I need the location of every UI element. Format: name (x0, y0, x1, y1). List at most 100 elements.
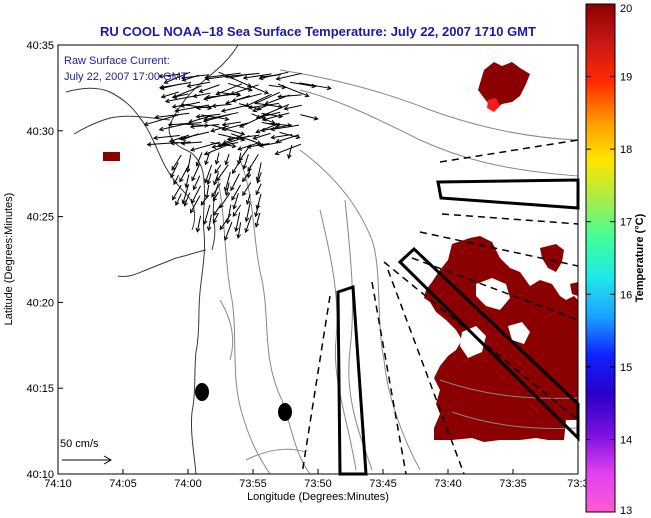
annotation-line1: Raw Surface Current: (64, 55, 170, 67)
current-vector (161, 91, 179, 98)
x-tick-label: 73:50 (304, 478, 332, 490)
current-vector (222, 121, 241, 126)
current-vector-head (219, 203, 224, 209)
coastline-river (117, 249, 207, 277)
current-vector-head (192, 185, 198, 191)
current-vector (191, 164, 200, 181)
current-vector (214, 164, 222, 174)
current-vector (159, 82, 192, 89)
current-vector-head (195, 227, 201, 233)
current-vector (204, 164, 213, 183)
current-vector-head (192, 93, 198, 99)
current-vector (155, 112, 190, 118)
y-tick-label: 40:35 (26, 40, 54, 52)
current-vector (255, 183, 262, 195)
current-vector (153, 134, 180, 139)
current-vector-head (224, 116, 230, 122)
current-vector (232, 161, 240, 174)
current-vector (211, 183, 221, 197)
contour-2 (239, 159, 311, 475)
current-vector-head (242, 191, 247, 197)
x-tick-label: 74:10 (44, 478, 72, 490)
current-vector-head (223, 73, 229, 79)
current-vector (251, 113, 275, 124)
current-vector (215, 152, 220, 165)
current-vector-head (213, 211, 218, 217)
contour-7 (279, 69, 579, 141)
current-vector-head (181, 199, 187, 205)
current-vector-head (206, 226, 212, 232)
current-vector (191, 185, 201, 204)
current-vector-head (180, 140, 186, 146)
current-vector (216, 164, 229, 182)
sst-gap-4 (414, 244, 436, 266)
y-tick-label: 40:15 (26, 383, 54, 395)
current-vector-head (175, 200, 180, 206)
colorbar-tick-label: 14 (620, 434, 632, 446)
current-vector-head (170, 173, 175, 179)
current-vector-head (211, 103, 217, 109)
current-vector (170, 141, 191, 144)
current-vector-head (211, 192, 216, 198)
current-vector (205, 152, 210, 165)
current-vector-head (304, 92, 310, 98)
current-vector (222, 134, 243, 144)
current-vector-head (236, 233, 241, 239)
current-vector-head (171, 94, 177, 100)
current-vector-head (264, 90, 270, 95)
current-vector-head (252, 107, 258, 113)
current-vector (289, 81, 316, 88)
current-vector-head (186, 83, 192, 89)
current-vector (238, 103, 262, 110)
current-vector-head (214, 160, 220, 166)
current-vector-head (221, 126, 227, 132)
current-vector-head (195, 114, 201, 119)
surface-current-vectors (143, 71, 332, 241)
radial-8 (387, 269, 465, 475)
current-vector (253, 132, 271, 140)
map-title: RU COOL NOAA–18 Sea Surface Temperature:… (100, 24, 536, 39)
current-vector-head (256, 106, 262, 111)
coastline-bay (65, 87, 196, 231)
current-vector-head (252, 135, 258, 140)
radial-7 (371, 281, 407, 475)
current-vector (179, 164, 190, 182)
current-vector (256, 162, 262, 181)
current-vector-head (231, 98, 237, 103)
current-vector-head (160, 93, 166, 99)
current-vector (232, 93, 262, 102)
radar-site-1 (195, 383, 209, 401)
colorbar-tick-label: 13 (620, 505, 632, 517)
current-vector (218, 71, 252, 87)
bathymetry-contours (217, 69, 579, 475)
current-vector (226, 204, 232, 224)
sst-patch-north (478, 62, 530, 110)
current-vector (258, 103, 283, 108)
current-vector-head (164, 98, 170, 104)
sst-gap-1 (476, 278, 510, 310)
current-vector (255, 122, 280, 133)
current-vector-head (158, 73, 164, 79)
current-vector-head (204, 74, 210, 80)
coastline-north (73, 115, 171, 135)
current-vector (222, 122, 249, 131)
colorbar-gradient (585, 3, 616, 513)
current-vector (181, 74, 210, 79)
current-vector-head (255, 204, 261, 210)
colorbar-tick-label: 16 (620, 289, 632, 301)
sst-gap-2 (460, 326, 486, 358)
current-vector (168, 122, 202, 126)
x-tick-label: 74:05 (109, 478, 137, 490)
current-vector-head (158, 126, 164, 132)
current-vector-head (214, 168, 219, 174)
map-panel: 50 cm/s Raw Surface Current: July 22, 20… (57, 44, 580, 476)
current-vector (248, 102, 280, 109)
scale-arrowhead-icon (103, 455, 113, 465)
current-vector (159, 73, 181, 77)
current-vector (225, 182, 230, 196)
x-tick-label: 74:00 (174, 478, 202, 490)
current-vector (252, 104, 269, 112)
contour-9 (451, 411, 579, 429)
current-vector (187, 154, 192, 173)
current-vector-head (167, 122, 173, 127)
